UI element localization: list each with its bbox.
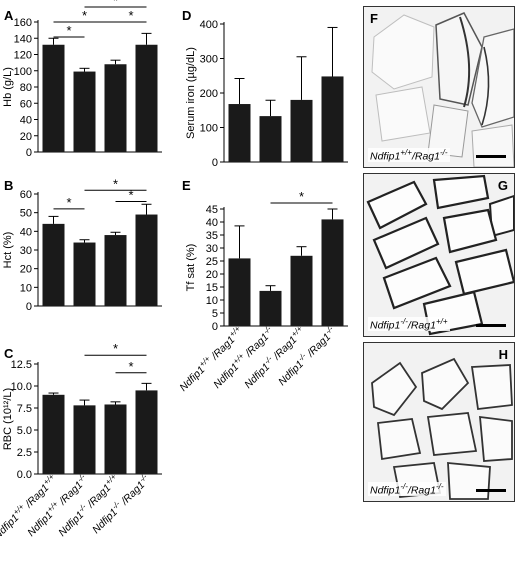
y-tick-label-e: 45 xyxy=(206,204,218,216)
significance-star-a: * xyxy=(66,23,71,38)
y-axis-title-e: Tf sat (%) xyxy=(185,244,197,292)
y-tick-label-a: 40 xyxy=(20,115,32,127)
significance-star-a: * xyxy=(113,0,118,8)
bar-b-4 xyxy=(135,214,158,306)
y-axis-title-a: Hb (g/L) xyxy=(2,67,14,107)
bar-e-3 xyxy=(290,255,313,326)
panel-label-h: H xyxy=(498,347,508,362)
significance-star-c: * xyxy=(113,341,118,356)
significance-star-a: * xyxy=(128,8,133,23)
panel-label-a: A xyxy=(4,8,14,23)
y-tick-label-e: 40 xyxy=(206,217,218,229)
y-tick-label-b: 50 xyxy=(20,208,32,220)
bar-e-2 xyxy=(259,290,282,326)
y-tick-label-a: 80 xyxy=(20,82,32,94)
bar-d-1 xyxy=(228,104,251,162)
significance-star-b: * xyxy=(66,195,71,210)
bar-c-3 xyxy=(104,404,127,474)
panel-label-g: G xyxy=(497,178,508,193)
y-tick-label-a: 60 xyxy=(20,98,32,110)
y-tick-label-d: 400 xyxy=(200,19,218,31)
y-tick-label-a: 160 xyxy=(14,17,32,29)
y-tick-label-c: 2.5 xyxy=(17,447,32,459)
significance-star-a: * xyxy=(82,8,87,23)
y-tick-label-a: 100 xyxy=(14,66,32,78)
panel-label-f: F xyxy=(370,11,378,26)
significance-star-b: * xyxy=(128,187,133,202)
y-tick-label-d: 100 xyxy=(200,123,218,135)
y-tick-label-e: 5 xyxy=(212,308,218,320)
scale-bar-h xyxy=(476,489,506,492)
scale-bar-f xyxy=(476,155,506,158)
significance-star-e: * xyxy=(299,189,304,204)
bar-b-3 xyxy=(104,235,127,306)
y-tick-label-b: 20 xyxy=(20,264,32,276)
bar-b-2 xyxy=(73,242,96,306)
y-tick-label-a: 0 xyxy=(26,147,32,159)
bar-c-2 xyxy=(73,405,96,474)
bar-a-3 xyxy=(104,64,127,152)
y-tick-label-e: 35 xyxy=(206,230,218,242)
y-tick-label-c: 10.0 xyxy=(11,381,32,393)
bar-c-4 xyxy=(135,390,158,474)
tissue-section-f-image xyxy=(371,12,514,167)
significance-star-c: * xyxy=(128,359,133,374)
y-tick-label-a: 140 xyxy=(14,33,32,45)
micrograph-panel-h: H Ndfip1-/-/Rag1-/- xyxy=(363,342,515,502)
y-tick-label-b: 60 xyxy=(20,189,32,201)
y-tick-label-a: 20 xyxy=(20,131,32,143)
bar-b-1 xyxy=(42,223,65,306)
bar-a-2 xyxy=(73,71,96,152)
panel-label-b: B xyxy=(4,178,13,193)
panel-label-c: C xyxy=(4,346,14,361)
y-tick-label-c: 0.0 xyxy=(17,469,32,481)
bar-a-4 xyxy=(135,44,158,152)
y-tick-label-c: 7.5 xyxy=(17,403,32,415)
y-axis-title-b: Hct (%) xyxy=(2,232,14,269)
genotype-caption-f: Ndfip1+/+/Rag1-/- xyxy=(368,147,450,162)
y-tick-label-e: 15 xyxy=(206,282,218,294)
y-tick-label-e: 0 xyxy=(212,321,218,333)
y-tick-label-a: 120 xyxy=(14,50,32,62)
bar-c-1 xyxy=(42,394,65,474)
tissue-section-h-image xyxy=(371,357,513,500)
y-tick-label-c: 12.5 xyxy=(11,359,32,371)
y-axis-title-c: RBC (10¹²/L) xyxy=(2,388,14,450)
genotype-caption-g: Ndfip1-/-/Rag1+/+ xyxy=(368,316,450,331)
scale-bar-g xyxy=(476,324,506,327)
significance-star-b: * xyxy=(113,176,118,191)
y-tick-label-c: 5.0 xyxy=(17,425,32,437)
y-axis-title-d: Serum iron (µg/dL) xyxy=(185,47,197,139)
y-tick-label-d: 300 xyxy=(200,54,218,66)
y-tick-label-b: 30 xyxy=(20,245,32,257)
tissue-section-g-image xyxy=(366,174,514,336)
bar-a-1 xyxy=(42,44,65,152)
y-tick-label-d: 200 xyxy=(200,88,218,100)
bar-e-1 xyxy=(228,258,251,326)
y-tick-label-d: 0 xyxy=(212,157,218,169)
bar-d-3 xyxy=(290,99,313,162)
micrograph-panel-g: G Ndfip1-/-/Rag1+/+ xyxy=(363,173,515,337)
bar-d-4 xyxy=(321,76,344,162)
y-tick-label-b: 10 xyxy=(20,282,32,294)
y-tick-label-b: 0 xyxy=(26,301,32,313)
panel-label-e: E xyxy=(182,178,191,193)
y-tick-label-e: 30 xyxy=(206,243,218,255)
y-tick-label-e: 10 xyxy=(206,295,218,307)
y-tick-label-e: 25 xyxy=(206,256,218,268)
micrograph-panel-f: F Ndfip1+/+/Rag1-/- xyxy=(363,6,515,168)
panel-label-d: D xyxy=(182,8,191,23)
y-tick-label-e: 20 xyxy=(206,269,218,281)
y-tick-label-b: 40 xyxy=(20,226,32,238)
bar-d-2 xyxy=(259,116,282,162)
genotype-caption-h: Ndfip1-/-/Rag1-/- xyxy=(368,481,446,496)
bar-e-4 xyxy=(321,219,344,326)
